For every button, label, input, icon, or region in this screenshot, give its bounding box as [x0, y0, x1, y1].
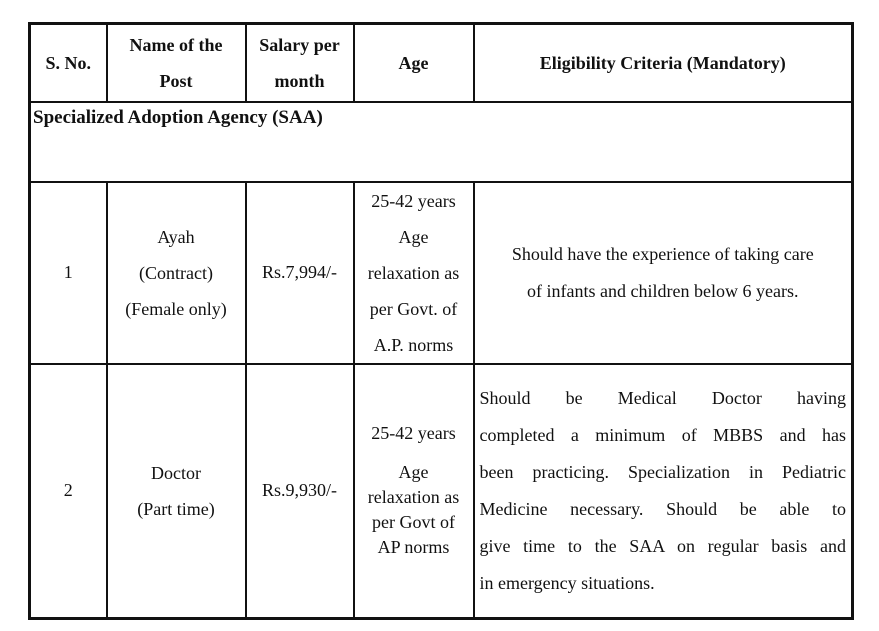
text-line: completed a minimum of MBBS and has: [479, 424, 847, 445]
section-title: Specialized Adoption Agency (SAA): [28, 100, 854, 183]
text-line: give time to the SAA on regular basis an…: [479, 535, 847, 556]
text-line: A.P. norms: [373, 334, 454, 355]
table-header-row: S. No. Name of the Post Salary per month…: [28, 22, 854, 103]
text-line: Age: [398, 462, 429, 483]
text-line: Should be Medical Doctor having: [479, 387, 847, 408]
text-line: Doctor: [151, 462, 201, 483]
cell-salary: Rs.9,930/-: [244, 362, 355, 620]
text-line: (Part time): [137, 498, 215, 519]
header-text-line: Age: [398, 52, 429, 73]
text-line: Ayah: [157, 226, 195, 247]
table-row-ayah: 1 Ayah (Contract) (Female only) Rs.7,994…: [28, 180, 854, 365]
header-text-line: Eligibility Criteria (Mandatory): [539, 52, 786, 73]
cell-age: 25-42 years Age relaxation as per Govt. …: [352, 180, 475, 365]
text-line: 25-42 years: [371, 190, 456, 211]
header-sno: S. No.: [28, 22, 108, 103]
text-line: (Female only): [125, 298, 227, 319]
header-text-line: month: [274, 70, 325, 91]
text-line: AP norms: [377, 537, 450, 558]
header-text-line: Salary per: [259, 34, 340, 55]
header-text-line: S. No.: [45, 52, 91, 73]
recruitment-posts-table: S. No. Name of the Post Salary per month…: [28, 22, 854, 620]
header-age: Age: [352, 22, 475, 103]
section-row: Specialized Adoption Agency (SAA): [28, 100, 854, 183]
header-text-line: Name of the: [129, 34, 223, 55]
cell-eligibility: Should have the experience of taking car…: [472, 180, 854, 365]
text-line: Age: [398, 226, 429, 247]
cell-age: 25-42 years Age relaxation as per Govt o…: [352, 362, 475, 620]
text-line: Medicine necessary. Should be able to: [479, 498, 847, 519]
cell-post-name: Ayah (Contract) (Female only): [105, 180, 247, 365]
header-eligibility: Eligibility Criteria (Mandatory): [472, 22, 854, 103]
text-line: (Contract): [139, 262, 213, 283]
text-line: of infants and children below 6 years.: [527, 280, 799, 301]
text-line: per Govt. of: [369, 298, 458, 319]
text-line: 25-42 years: [371, 423, 456, 444]
cell-post-name: Doctor (Part time): [105, 362, 247, 620]
header-post-name: Name of the Post: [105, 22, 247, 103]
text-line: in emergency situations.: [479, 572, 655, 593]
text-line: Should have the experience of taking car…: [511, 243, 814, 264]
cell-sno: 1: [28, 180, 108, 365]
text-line: been practicing. Specialization in Pedia…: [479, 461, 847, 482]
text-line: relaxation as: [367, 262, 460, 283]
text-line: relaxation as: [367, 487, 460, 508]
header-salary: Salary per month: [244, 22, 355, 103]
cell-eligibility: Should be Medical Doctor having complete…: [472, 362, 854, 620]
text-line: per Govt of: [372, 512, 455, 533]
cell-sno: 2: [28, 362, 108, 620]
table-row-doctor: 2 Doctor (Part time) Rs.9,930/- 25-42 ye…: [28, 362, 854, 620]
header-text-line: Post: [159, 70, 193, 91]
cell-salary: Rs.7,994/-: [244, 180, 355, 365]
